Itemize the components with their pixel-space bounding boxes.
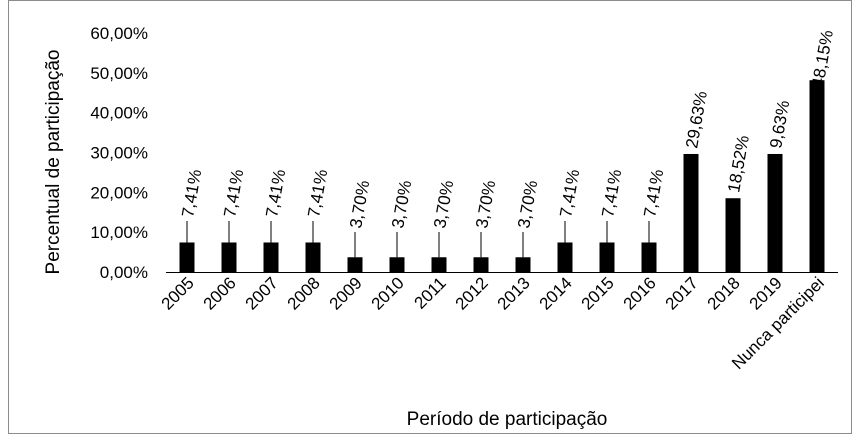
data-label: 29,63% bbox=[682, 90, 711, 150]
bar bbox=[557, 242, 573, 272]
bar bbox=[767, 153, 783, 272]
y-tick-label: 50,00% bbox=[90, 64, 148, 83]
y-tick-label: 40,00% bbox=[90, 104, 148, 123]
data-label: 48,15% bbox=[808, 29, 837, 89]
y-tick-label: 10,00% bbox=[90, 223, 148, 242]
x-tick-label: 2018 bbox=[704, 273, 744, 313]
x-axis-tick-labels: 2005 2006 2007 2008 2009 2010 2011 2012 2013 2014… bbox=[158, 273, 828, 373]
bar bbox=[179, 242, 195, 272]
data-label: 18,52% bbox=[724, 134, 753, 194]
data-label: 3,70% bbox=[472, 179, 499, 230]
y-tick-label: 20,00% bbox=[90, 183, 148, 202]
x-tick-label: 2009 bbox=[326, 273, 366, 313]
x-tick-label: 2015 bbox=[578, 273, 618, 313]
bar bbox=[221, 242, 237, 272]
x-axis-title: Período de participação bbox=[407, 409, 608, 430]
bar bbox=[347, 257, 363, 272]
bar bbox=[683, 153, 699, 272]
x-tick-label: 2005 bbox=[158, 273, 198, 313]
bar bbox=[473, 257, 489, 272]
data-label: 9,63% bbox=[766, 99, 793, 150]
bar bbox=[515, 257, 531, 272]
data-label: 7,41% bbox=[178, 168, 205, 219]
data-label: 3,70% bbox=[346, 179, 373, 230]
y-tick-label: 0,00% bbox=[100, 263, 148, 282]
data-label: 3,70% bbox=[388, 179, 415, 230]
x-tick-label: 2016 bbox=[620, 273, 660, 313]
y-tick-label: 30,00% bbox=[90, 144, 148, 163]
data-label: 3,70% bbox=[430, 179, 457, 230]
x-tick-label: 2007 bbox=[242, 273, 282, 313]
bar-series bbox=[179, 80, 825, 272]
bar bbox=[599, 242, 615, 272]
data-label: 7,41% bbox=[262, 168, 289, 219]
bar bbox=[431, 257, 447, 272]
x-tick-label: 2017 bbox=[662, 273, 702, 313]
bar bbox=[305, 242, 321, 272]
data-label: 7,41% bbox=[220, 168, 247, 219]
y-axis: 0,00% 10,00% 20,00% 30,00% 40,00% 50,00% 60,00… bbox=[90, 24, 148, 282]
data-label: 7,41% bbox=[640, 168, 667, 219]
y-tick-label: 60,00% bbox=[90, 24, 148, 43]
data-label-leaders bbox=[186, 221, 650, 258]
x-tick-label: 2013 bbox=[494, 273, 534, 313]
x-tick-label: 2008 bbox=[284, 273, 324, 313]
bar bbox=[809, 80, 825, 272]
x-tick-label: 2011 bbox=[411, 273, 450, 312]
x-tick-label: 2014 bbox=[536, 273, 576, 313]
bar bbox=[641, 242, 657, 272]
x-tick-label: 2012 bbox=[452, 273, 492, 313]
data-label: 7,41% bbox=[304, 168, 331, 219]
y-axis-title: Percentual de participação bbox=[43, 50, 64, 275]
x-tick-label: 2010 bbox=[368, 273, 408, 313]
data-label: 7,41% bbox=[556, 168, 583, 219]
bar bbox=[389, 257, 405, 272]
bar bbox=[725, 198, 741, 272]
bar bbox=[263, 242, 279, 272]
data-label: 7,41% bbox=[598, 168, 625, 219]
x-tick-label: 2006 bbox=[200, 273, 240, 313]
data-label: 3,70% bbox=[514, 179, 541, 230]
